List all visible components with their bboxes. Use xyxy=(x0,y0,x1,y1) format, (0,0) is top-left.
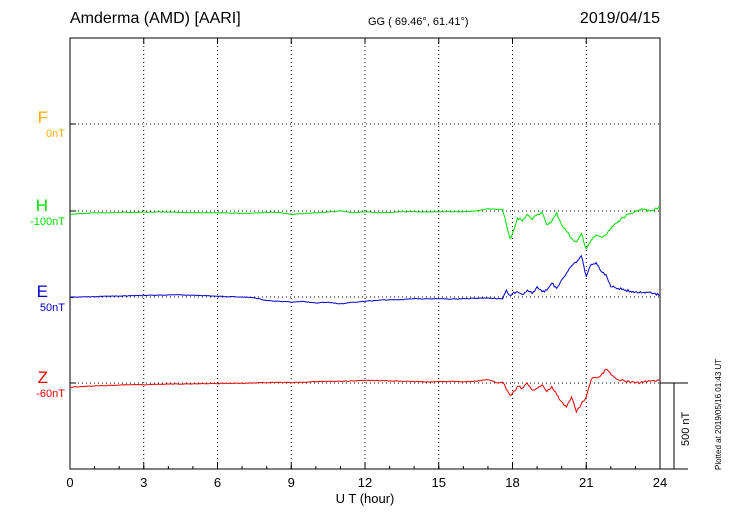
series-line-h xyxy=(69,206,661,250)
component-name-f: F xyxy=(37,108,48,127)
x-tick-label: 18 xyxy=(505,475,520,490)
x-axis-label: U T (hour) xyxy=(335,491,395,506)
component-label-h: H -100nT xyxy=(10,196,65,228)
component-name-h: H xyxy=(35,196,48,215)
baseline-label-e: 50nT xyxy=(39,302,65,314)
component-label-f: F 0nT xyxy=(20,108,65,140)
plotted-at-note: Plotted at 2019/05/16 01:43 UT xyxy=(714,358,723,470)
x-tick-label: 3 xyxy=(140,475,148,490)
baseline-label-h: -100nT xyxy=(30,216,65,228)
component-name-e: E xyxy=(36,282,48,301)
station-title: Amderma (AMD) [AARI] xyxy=(70,10,241,27)
x-tick-label: 21 xyxy=(579,475,594,490)
component-name-z: Z xyxy=(37,368,48,387)
scale-bar-label: 500 nT xyxy=(680,411,692,446)
baseline-label-f: 0nT xyxy=(46,128,65,140)
x-tick-label: 24 xyxy=(652,475,668,490)
series-line-e xyxy=(69,254,660,305)
component-label-z: Z -60nT xyxy=(10,368,65,400)
x-tick-label: 15 xyxy=(431,475,446,490)
x-tick-label: 6 xyxy=(213,475,222,490)
plot-date: 2019/04/15 xyxy=(579,10,660,27)
x-tick-label: 9 xyxy=(287,475,295,490)
x-tick-label: 0 xyxy=(66,475,74,490)
baseline-label-z: -60nT xyxy=(36,388,65,400)
station-coordinates: GG ( 69.46°, 61.41°) xyxy=(368,16,469,28)
series-line-z xyxy=(69,368,661,414)
x-tick-label: 12 xyxy=(357,475,373,490)
component-label-e: E 50nT xyxy=(10,282,65,314)
